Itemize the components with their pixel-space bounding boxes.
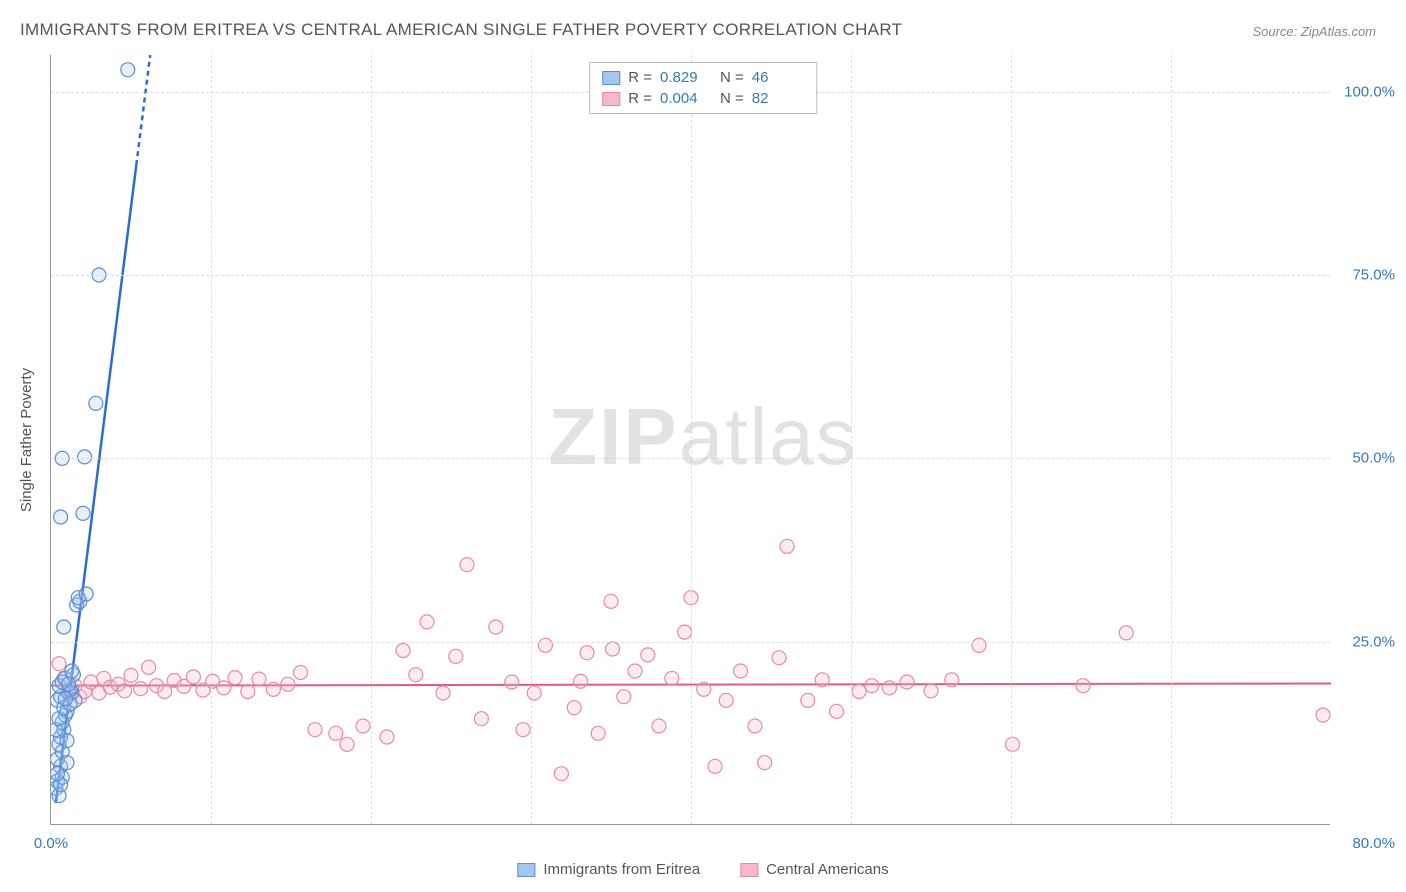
y-axis-title: Single Father Poverty (18, 368, 35, 512)
legend-item-eritrea: Immigrants from Eritrea (517, 861, 700, 878)
r-value-eritrea: 0.829 (660, 69, 712, 86)
y-tick-label: 100.0% (1344, 83, 1395, 100)
chart-title: IMMIGRANTS FROM ERITREA VS CENTRAL AMERI… (20, 20, 902, 40)
swatch-eritrea-bottom (517, 863, 535, 877)
n-value-central: 82 (752, 90, 804, 107)
swatch-central (602, 92, 620, 106)
r-value-central: 0.004 (660, 90, 712, 107)
x-tick-label: 80.0% (1352, 835, 1395, 852)
source-attribution: Source: ZipAtlas.com (1252, 24, 1376, 39)
y-tick-label: 50.0% (1352, 450, 1395, 467)
correlation-legend: R = 0.829 N = 46 R = 0.004 N = 82 (589, 62, 817, 114)
swatch-central-bottom (740, 863, 758, 877)
y-tick-label: 75.0% (1352, 267, 1395, 284)
legend-row-central: R = 0.004 N = 82 (600, 88, 806, 109)
legend-item-central: Central Americans (740, 861, 889, 878)
x-tick-label: 0.0% (34, 835, 68, 852)
y-tick-label: 25.0% (1352, 633, 1395, 650)
legend-row-eritrea: R = 0.829 N = 46 (600, 67, 806, 88)
n-value-eritrea: 46 (752, 69, 804, 86)
swatch-eritrea (602, 71, 620, 85)
chart-plot-area: 25.0%50.0%75.0%100.0%0.0%80.0% (50, 55, 1330, 825)
series-legend: Immigrants from Eritrea Central American… (517, 861, 888, 878)
